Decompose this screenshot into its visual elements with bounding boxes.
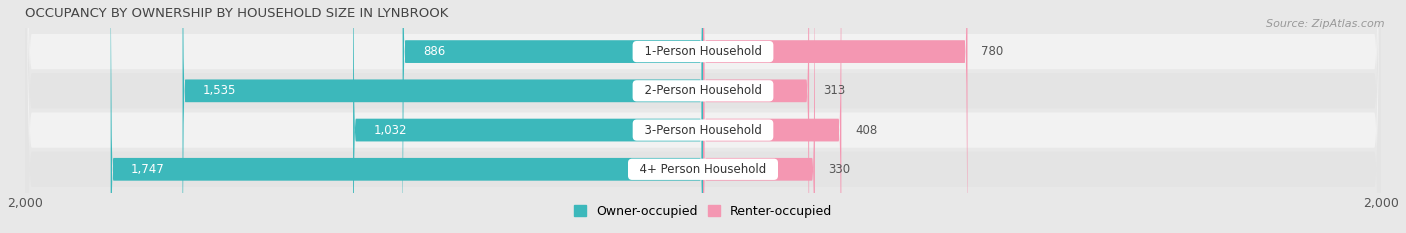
Text: 330: 330 — [828, 163, 851, 176]
FancyBboxPatch shape — [25, 0, 1381, 233]
Text: OCCUPANCY BY OWNERSHIP BY HOUSEHOLD SIZE IN LYNBROOK: OCCUPANCY BY OWNERSHIP BY HOUSEHOLD SIZE… — [25, 7, 449, 20]
Text: 408: 408 — [855, 123, 877, 137]
Text: 1,032: 1,032 — [374, 123, 406, 137]
FancyBboxPatch shape — [703, 0, 967, 233]
Text: 4+ Person Household: 4+ Person Household — [633, 163, 773, 176]
FancyBboxPatch shape — [703, 0, 808, 233]
Text: 1-Person Household: 1-Person Household — [637, 45, 769, 58]
Legend: Owner-occupied, Renter-occupied: Owner-occupied, Renter-occupied — [568, 200, 838, 223]
FancyBboxPatch shape — [25, 0, 1381, 233]
Text: 313: 313 — [823, 84, 845, 97]
FancyBboxPatch shape — [25, 0, 1381, 233]
Text: 3-Person Household: 3-Person Household — [637, 123, 769, 137]
Text: 1,747: 1,747 — [131, 163, 165, 176]
FancyBboxPatch shape — [703, 0, 815, 233]
Text: 2-Person Household: 2-Person Household — [637, 84, 769, 97]
FancyBboxPatch shape — [353, 0, 703, 233]
FancyBboxPatch shape — [111, 0, 703, 233]
FancyBboxPatch shape — [402, 0, 703, 233]
FancyBboxPatch shape — [703, 0, 841, 233]
FancyBboxPatch shape — [183, 0, 703, 233]
Text: Source: ZipAtlas.com: Source: ZipAtlas.com — [1267, 19, 1385, 29]
FancyBboxPatch shape — [25, 0, 1381, 233]
Text: 886: 886 — [423, 45, 446, 58]
Text: 780: 780 — [981, 45, 1004, 58]
Text: 1,535: 1,535 — [202, 84, 236, 97]
